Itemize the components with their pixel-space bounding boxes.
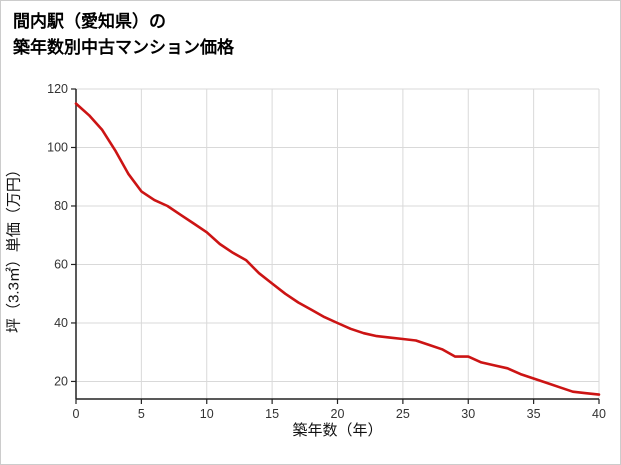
y-tick-label: 20 [54,374,68,388]
x-tick-label: 10 [200,407,214,421]
price-line-series [74,102,601,396]
y-tick-label: 40 [54,316,68,330]
x-tick-label: 0 [73,407,80,421]
x-axis-label: 築年数（年） [292,422,383,439]
x-tick-label: 25 [396,407,410,421]
y-tick-label: 80 [54,199,68,213]
x-tick-label: 40 [592,407,606,421]
x-tick-label: 5 [138,407,145,421]
x-tick-label: 30 [461,407,475,421]
chart-title-line2: 築年数別中古マンション価格 [13,37,234,57]
x-tick-label: 20 [331,407,345,421]
x-tick-label: 35 [527,407,541,421]
y-tick-label: 60 [54,257,68,271]
chart-title-line1: 間内駅（愛知県）の [13,12,166,31]
y-tick-label: 120 [47,82,68,96]
chart-title: 間内駅（愛知県）の 築年数別中古マンション価格 [13,9,234,60]
x-tick-label: 15 [265,407,279,421]
y-tick-label: 100 [47,140,68,154]
y-axis-label: 坪（3.3㎡）単価（万円） [5,162,23,333]
